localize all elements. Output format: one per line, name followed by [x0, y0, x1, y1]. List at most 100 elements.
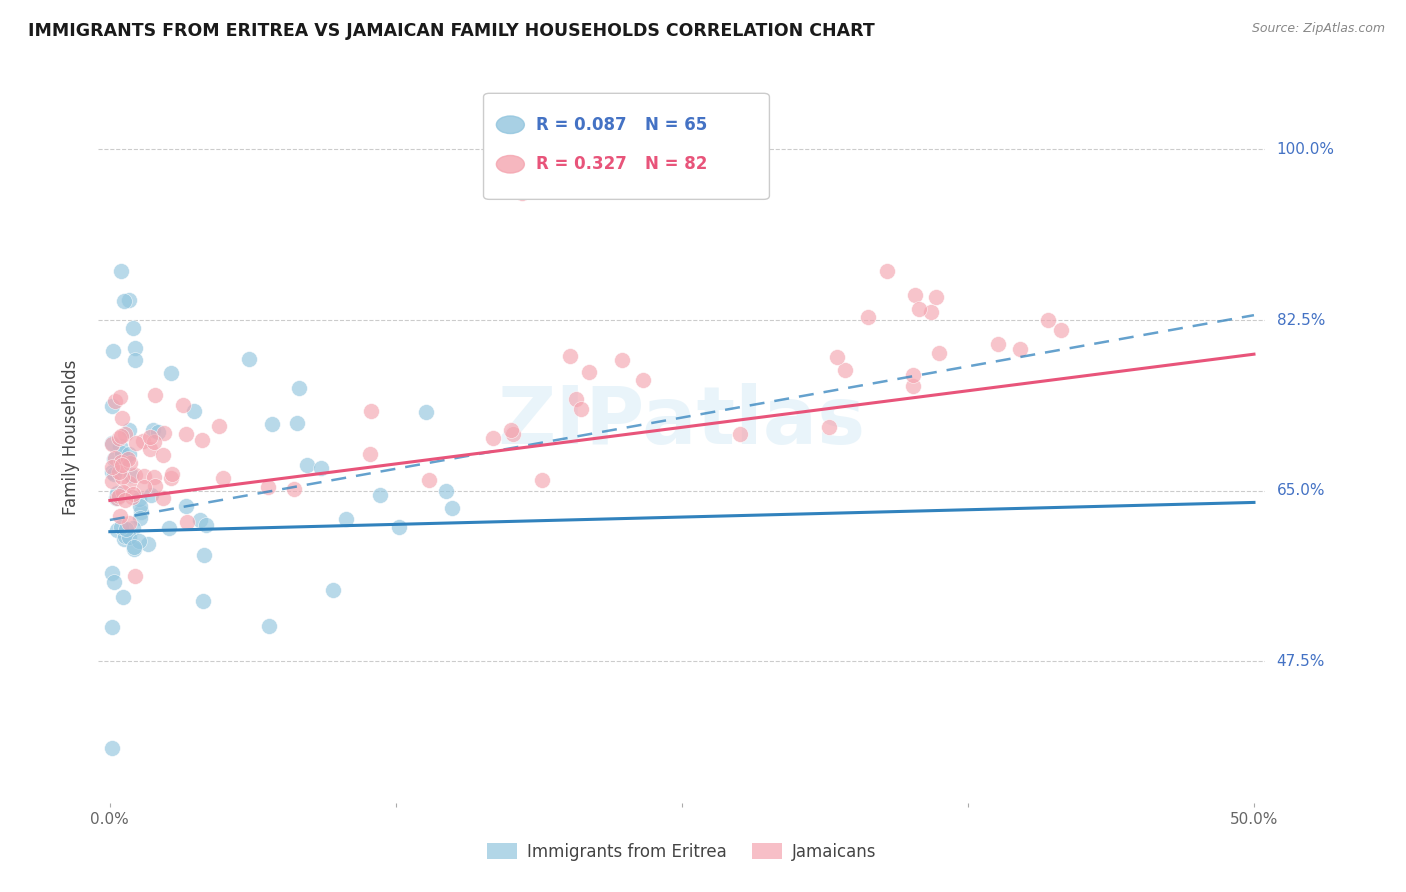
- Point: [101, 436, 124, 450]
- Point: [115, 522, 138, 536]
- Point: [122, 487, 145, 501]
- Point: [612, 352, 634, 367]
- Point: [295, 458, 318, 473]
- Text: 47.5%: 47.5%: [1277, 654, 1324, 669]
- Point: [105, 491, 128, 505]
- Point: [195, 517, 218, 532]
- Point: [335, 512, 357, 526]
- Point: [418, 473, 440, 487]
- Point: [190, 433, 212, 447]
- Point: [117, 451, 139, 466]
- Point: [114, 427, 136, 442]
- Point: [238, 352, 260, 367]
- Point: [103, 344, 125, 359]
- Point: [111, 591, 134, 605]
- Point: [441, 500, 464, 515]
- Point: [111, 458, 134, 473]
- Point: [368, 488, 391, 502]
- Point: [907, 302, 929, 317]
- Point: [124, 468, 146, 483]
- Point: [530, 474, 553, 488]
- Point: [110, 520, 132, 534]
- Point: [142, 423, 165, 437]
- Text: 82.5%: 82.5%: [1277, 312, 1324, 327]
- Point: [111, 485, 134, 500]
- Point: [901, 368, 924, 383]
- Point: [143, 435, 166, 450]
- Point: [101, 566, 124, 580]
- Point: [122, 541, 145, 556]
- Text: 100.0%: 100.0%: [1277, 142, 1334, 157]
- Point: [104, 451, 127, 466]
- Point: [856, 310, 879, 324]
- Point: [388, 519, 411, 533]
- Text: IMMIGRANTS FROM ERITREA VS JAMAICAN FAMILY HOUSEHOLDS CORRELATION CHART: IMMIGRANTS FROM ERITREA VS JAMAICAN FAMI…: [28, 22, 875, 40]
- Legend: Immigrants from Eritrea, Jamaicans: Immigrants from Eritrea, Jamaicans: [481, 837, 883, 868]
- Point: [359, 447, 381, 461]
- Point: [136, 537, 159, 551]
- Point: [987, 337, 1010, 351]
- Text: R = 0.087: R = 0.087: [536, 116, 627, 134]
- Point: [631, 373, 654, 387]
- Point: [132, 480, 155, 494]
- Point: [108, 508, 131, 523]
- Point: [193, 594, 215, 608]
- Point: [157, 521, 180, 535]
- Point: [502, 427, 524, 442]
- Point: [108, 465, 131, 479]
- Point: [415, 405, 437, 419]
- Point: [111, 410, 134, 425]
- Point: [101, 459, 124, 474]
- Point: [1036, 313, 1059, 327]
- Point: [143, 388, 166, 402]
- Point: [564, 392, 586, 406]
- Point: [108, 431, 131, 445]
- Circle shape: [496, 155, 524, 173]
- Point: [120, 468, 142, 483]
- Point: [928, 346, 950, 360]
- Point: [834, 363, 856, 377]
- Point: [112, 532, 135, 546]
- Point: [173, 398, 195, 412]
- Text: R = 0.327: R = 0.327: [536, 155, 627, 173]
- Point: [111, 446, 134, 460]
- Point: [105, 491, 128, 506]
- Point: [107, 489, 129, 503]
- Point: [160, 467, 183, 481]
- Point: [101, 620, 124, 634]
- Point: [188, 513, 211, 527]
- Point: [108, 390, 131, 404]
- Y-axis label: Family Households: Family Households: [62, 359, 80, 515]
- Point: [578, 365, 600, 379]
- FancyBboxPatch shape: [484, 94, 769, 200]
- Point: [105, 485, 128, 500]
- Point: [152, 491, 174, 506]
- Point: [501, 423, 523, 437]
- Point: [101, 474, 124, 488]
- Point: [183, 404, 205, 418]
- Point: [283, 482, 305, 496]
- Point: [111, 470, 134, 484]
- Point: [101, 465, 124, 479]
- Point: [114, 493, 136, 508]
- Point: [128, 492, 150, 507]
- Point: [118, 456, 141, 470]
- Point: [288, 381, 311, 395]
- Text: Source: ZipAtlas.com: Source: ZipAtlas.com: [1251, 22, 1385, 36]
- Point: [124, 342, 146, 356]
- Text: N = 65: N = 65: [644, 116, 707, 134]
- Point: [193, 548, 215, 562]
- Point: [920, 305, 942, 319]
- Point: [360, 404, 382, 418]
- Point: [122, 521, 145, 535]
- Point: [211, 471, 233, 485]
- Point: [285, 416, 308, 430]
- Point: [129, 505, 152, 519]
- Point: [110, 439, 132, 453]
- Text: ZIPatlas: ZIPatlas: [498, 384, 866, 461]
- Point: [260, 417, 283, 431]
- Point: [569, 401, 592, 416]
- Point: [114, 528, 136, 542]
- Point: [110, 264, 132, 278]
- Point: [153, 426, 176, 441]
